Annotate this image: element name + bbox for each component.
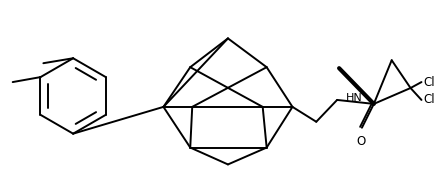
Text: HN: HN (346, 93, 363, 103)
Text: Cl: Cl (424, 93, 435, 106)
Text: Cl: Cl (424, 76, 435, 89)
Text: O: O (356, 135, 365, 148)
